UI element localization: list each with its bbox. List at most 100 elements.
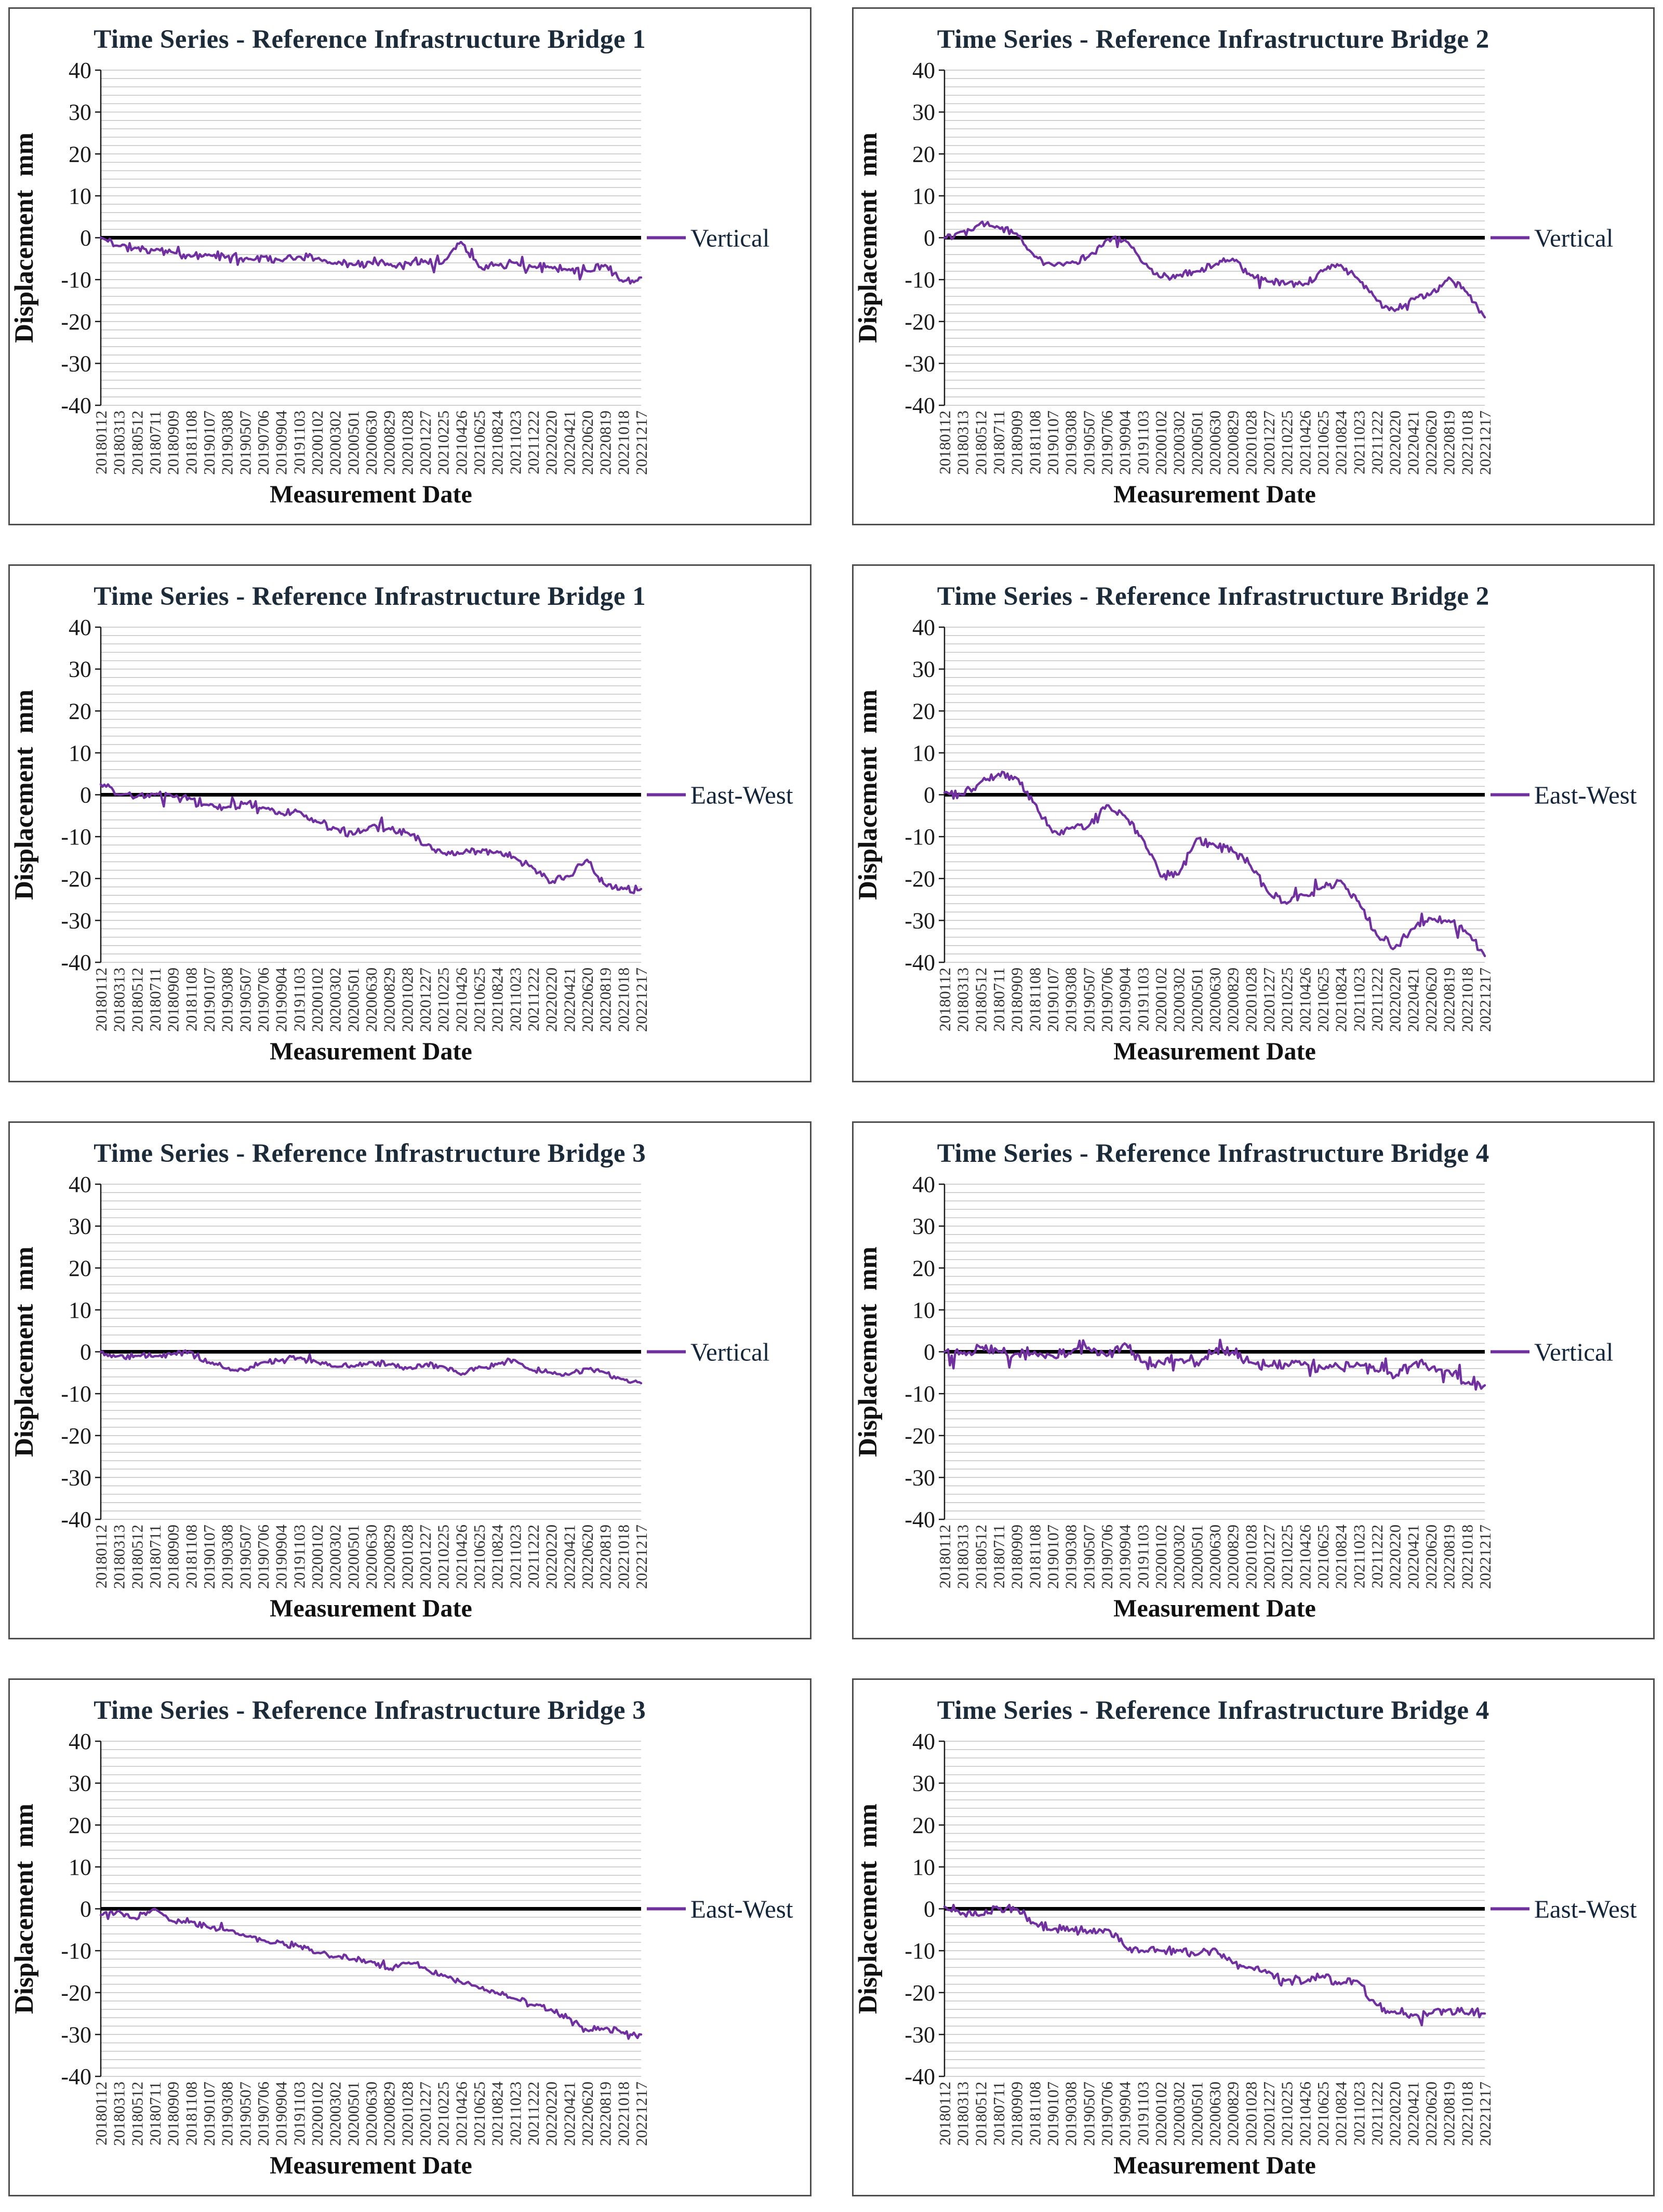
x-tick-label: 20200829 bbox=[1223, 1525, 1242, 1589]
y-tick-label: -20 bbox=[904, 309, 935, 335]
x-tick-label: 20200302 bbox=[1169, 968, 1188, 1032]
x-tick-label: 20210426 bbox=[452, 968, 470, 1032]
x-tick-label: 20210225 bbox=[1278, 1525, 1296, 1589]
x-axis-title: Measurement Date bbox=[1113, 1595, 1316, 1622]
x-tick-label: 20180112 bbox=[92, 1525, 110, 1588]
x-tick-label: 20221018 bbox=[1458, 2082, 1476, 2146]
x-tick-label: 20180112 bbox=[936, 968, 954, 1031]
x-tick-label: 20180512 bbox=[972, 968, 990, 1032]
x-tick-label: 20190308 bbox=[218, 1525, 236, 1589]
x-tick-label: 20190107 bbox=[200, 2082, 218, 2146]
y-tick-label: 30 bbox=[912, 1771, 935, 1796]
x-tick-label: 20191103 bbox=[1134, 968, 1152, 1031]
x-tick-label: 20200102 bbox=[1152, 1525, 1170, 1589]
x-tick-label: 20201028 bbox=[1242, 410, 1260, 475]
x-tick-label: 20211023 bbox=[1350, 968, 1368, 1031]
x-axis-title: Measurement Date bbox=[1113, 1038, 1316, 1065]
x-tick-label: 20190507 bbox=[1080, 1525, 1098, 1589]
y-tick-label: -20 bbox=[61, 309, 91, 335]
y-tick-label: -40 bbox=[904, 1507, 935, 1532]
legend-label: East-West bbox=[1534, 1895, 1637, 1924]
chart-title: Time Series - Reference Infrastructure B… bbox=[937, 1696, 1489, 1725]
x-tick-label: 20200302 bbox=[1169, 2082, 1188, 2146]
x-tick-label: 20180112 bbox=[92, 968, 110, 1031]
y-tick-label: 20 bbox=[69, 698, 91, 724]
series-line bbox=[99, 236, 643, 285]
x-axis-title: Measurement Date bbox=[270, 2152, 472, 2179]
y-axis-title: Displacement mm bbox=[10, 1804, 39, 2014]
x-tick-label: 20190706 bbox=[1098, 410, 1116, 475]
x-tick-label: 20190308 bbox=[218, 410, 236, 475]
x-tick-label: 20181108 bbox=[1026, 968, 1044, 1031]
y-tick-label: -30 bbox=[904, 908, 935, 933]
x-tick-label: 20190308 bbox=[218, 968, 236, 1032]
x-tick-label: 20220220 bbox=[1386, 410, 1404, 475]
series-line bbox=[943, 771, 1486, 958]
x-tick-label: 20190507 bbox=[1080, 968, 1098, 1032]
y-tick-label: -10 bbox=[61, 824, 91, 850]
x-tick-label: 20200102 bbox=[308, 2082, 326, 2146]
y-tick-label: -30 bbox=[904, 1465, 935, 1490]
x-tick-label: 20210426 bbox=[1296, 1525, 1314, 1589]
x-tick-label: 20181108 bbox=[1026, 410, 1044, 474]
x-tick-label: 20180112 bbox=[936, 1525, 954, 1588]
x-tick-label: 20191103 bbox=[1134, 2082, 1152, 2145]
x-tick-label: 20210625 bbox=[1314, 2082, 1332, 2146]
x-tick-label: 20210225 bbox=[1278, 968, 1296, 1032]
x-tick-label: 20200102 bbox=[308, 410, 326, 475]
x-tick-label: 20180512 bbox=[128, 1525, 146, 1589]
x-tick-label: 20181108 bbox=[182, 968, 200, 1031]
x-tick-label: 20210225 bbox=[434, 2082, 453, 2146]
y-tick-label: 20 bbox=[912, 141, 935, 167]
x-tick-label: 20211023 bbox=[1350, 2082, 1368, 2145]
x-tick-label: 20220421 bbox=[1404, 968, 1422, 1032]
x-tick-label: 20220220 bbox=[1386, 2082, 1404, 2146]
x-tick-label: 20190107 bbox=[200, 968, 218, 1032]
x-tick-label: 20220620 bbox=[1422, 410, 1440, 475]
x-tick-label: 20201028 bbox=[1242, 968, 1260, 1032]
y-tick-label: -20 bbox=[904, 1980, 935, 2006]
y-axis-title: Displacement mm bbox=[854, 133, 883, 343]
x-tick-label: 20211023 bbox=[1350, 1525, 1368, 1588]
series-line bbox=[99, 1349, 643, 1385]
x-tick-label: 20190107 bbox=[1044, 1525, 1062, 1589]
x-tick-label: 20210426 bbox=[1296, 410, 1314, 475]
x-tick-label: 20200630 bbox=[362, 968, 380, 1032]
x-tick-label: 20220421 bbox=[1404, 410, 1422, 475]
chart-bridge1-eastwest: Time Series - Reference Infrastructure B… bbox=[8, 564, 811, 1082]
x-tick-label: 20211023 bbox=[506, 968, 524, 1031]
y-tick-label: -10 bbox=[61, 1938, 91, 1964]
x-tick-label: 20210824 bbox=[1332, 968, 1350, 1032]
y-tick-label: 30 bbox=[69, 100, 91, 125]
x-tick-label: 20201227 bbox=[416, 968, 434, 1032]
x-tick-label: 20211222 bbox=[1368, 1525, 1386, 1588]
x-tick-label: 20200302 bbox=[326, 1525, 344, 1589]
y-tick-label: 10 bbox=[912, 740, 935, 766]
x-tick-label: 20211222 bbox=[1368, 410, 1386, 474]
x-tick-label: 20190308 bbox=[1061, 2082, 1080, 2146]
y-tick-label: 30 bbox=[912, 657, 935, 682]
x-tick-label: 20201028 bbox=[1242, 1525, 1260, 1589]
x-tick-label: 20181108 bbox=[1026, 2082, 1044, 2145]
x-tick-label: 20200501 bbox=[1188, 968, 1206, 1032]
chart-bridge1-vertical: Time Series - Reference Infrastructure B… bbox=[8, 7, 811, 525]
y-tick-label: -20 bbox=[61, 866, 91, 892]
x-tick-label: 20221217 bbox=[1476, 410, 1494, 475]
x-tick-label: 20190107 bbox=[200, 1525, 218, 1589]
chart-bridge2-eastwest: Time Series - Reference Infrastructure B… bbox=[852, 564, 1655, 1082]
y-tick-label: 40 bbox=[912, 58, 935, 83]
x-tick-label: 20200102 bbox=[1152, 410, 1170, 475]
x-tick-label: 20190904 bbox=[272, 968, 290, 1032]
x-tick-label: 20201227 bbox=[1260, 1525, 1278, 1589]
x-tick-label: 20220819 bbox=[596, 1525, 615, 1589]
y-tick-label: 0 bbox=[924, 226, 935, 251]
legend-label: East-West bbox=[690, 1895, 793, 1924]
y-tick-label: -40 bbox=[904, 2064, 935, 2089]
x-tick-label: 20221217 bbox=[1476, 2082, 1494, 2146]
x-tick-label: 20200829 bbox=[1223, 410, 1242, 475]
x-tick-label: 20200102 bbox=[1152, 2082, 1170, 2146]
x-tick-label: 20200501 bbox=[1188, 410, 1206, 475]
